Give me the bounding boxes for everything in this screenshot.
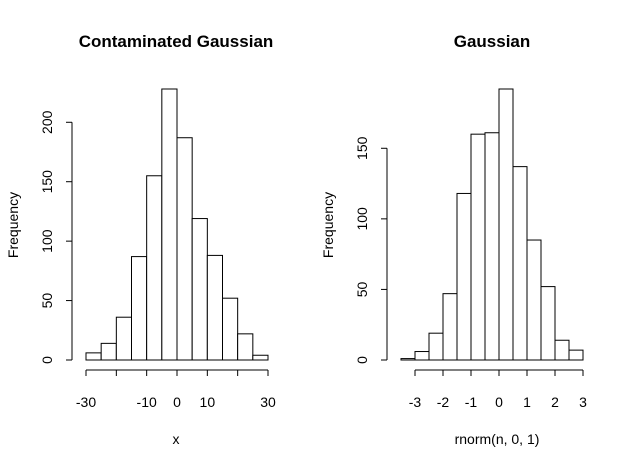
x-axis: -30 -10 0 10 30 bbox=[76, 369, 276, 410]
y-tick-label: 0 bbox=[354, 356, 370, 364]
histogram-bar bbox=[442, 293, 458, 361]
histogram-bar bbox=[484, 132, 500, 361]
histogram-bar bbox=[161, 88, 178, 361]
histogram-bar bbox=[498, 88, 514, 361]
histogram-bar bbox=[400, 358, 416, 361]
histogram-bar bbox=[526, 239, 542, 361]
chart-title: Gaussian bbox=[454, 32, 531, 51]
histogram-bar bbox=[470, 133, 486, 361]
x-tick-label: -30 bbox=[76, 394, 96, 410]
y-tick-label: 50 bbox=[39, 293, 55, 309]
y-axis: 0 50 100 150 200 bbox=[39, 110, 73, 364]
x-axis: -3 -2 -1 0 1 2 3 bbox=[409, 369, 587, 410]
histogram-bar bbox=[237, 333, 254, 361]
y-axis-label: Frequency bbox=[320, 192, 336, 258]
y-tick-label: 150 bbox=[354, 136, 370, 160]
histogram-bar bbox=[131, 256, 148, 361]
histogram-bar bbox=[85, 352, 102, 361]
histogram-bar bbox=[456, 192, 472, 361]
x-tick-label: 0 bbox=[495, 394, 503, 410]
bars bbox=[400, 88, 584, 361]
y-tick-label: 100 bbox=[354, 207, 370, 231]
x-tick-label: 2 bbox=[551, 394, 559, 410]
y-tick-label: 100 bbox=[39, 229, 55, 253]
chart-title: Contaminated Gaussian bbox=[79, 32, 274, 51]
y-tick-label: 50 bbox=[354, 281, 370, 297]
histogram-bar bbox=[428, 332, 444, 361]
histogram-bar bbox=[222, 297, 239, 361]
x-tick-label: -2 bbox=[437, 394, 450, 410]
y-axis: 0 50 100 150 bbox=[354, 136, 388, 364]
x-tick-label: -3 bbox=[409, 394, 422, 410]
y-tick-label: 200 bbox=[39, 110, 55, 134]
x-tick-label: 0 bbox=[173, 394, 181, 410]
histogram-bar bbox=[115, 316, 133, 361]
histogram-bar bbox=[414, 351, 430, 361]
histogram-bar bbox=[206, 254, 223, 361]
x-axis-label: x bbox=[173, 431, 180, 447]
x-tick-label: 1 bbox=[523, 394, 531, 410]
gaussian-histogram: Gaussian rnorm(n, 0, 1) Frequency -3 -2 -1… bbox=[320, 32, 587, 447]
x-tick-label: 3 bbox=[579, 394, 587, 410]
x-tick-label: -10 bbox=[137, 394, 157, 410]
histogram-bar bbox=[568, 349, 584, 361]
y-tick-label: 0 bbox=[39, 356, 55, 364]
histogram-bar bbox=[540, 286, 556, 361]
histogram-bar bbox=[512, 166, 528, 361]
histogram-bar bbox=[191, 218, 208, 361]
y-tick-label: 150 bbox=[39, 170, 55, 194]
histogram-bar bbox=[146, 175, 163, 361]
histogram-bar bbox=[252, 354, 269, 361]
histogram-bar bbox=[176, 137, 193, 361]
bars bbox=[85, 88, 269, 361]
histogram-bar bbox=[100, 342, 117, 361]
contaminated-gaussian-histogram: Contaminated Gaussian x Frequency -30 -10… bbox=[5, 32, 276, 447]
x-tick-label: -1 bbox=[465, 394, 478, 410]
y-axis-label: Frequency bbox=[5, 192, 21, 258]
x-tick-label: 10 bbox=[200, 394, 216, 410]
histogram-bar bbox=[554, 339, 570, 361]
x-tick-label: 30 bbox=[260, 394, 276, 410]
x-axis-label: rnorm(n, 0, 1) bbox=[455, 431, 540, 447]
